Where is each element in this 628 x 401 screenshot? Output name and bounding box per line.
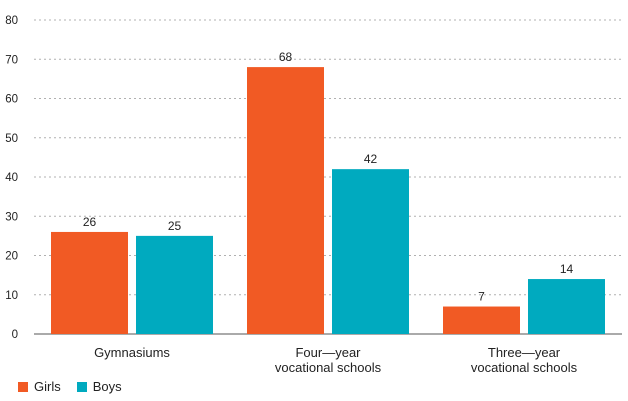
bar-girls (443, 306, 520, 334)
data-label: 14 (560, 262, 574, 276)
legend-label-boys: Boys (92, 379, 122, 394)
legend-swatch-boys (76, 381, 87, 392)
y-tick-label: 40 (5, 172, 18, 184)
legend-item-boys: Boys (76, 379, 122, 394)
bar-girls (247, 67, 324, 334)
y-tick-label: 0 (12, 329, 18, 341)
data-label: 25 (168, 219, 182, 233)
x-tick-label: Gymnasiums (94, 345, 170, 360)
bars (51, 67, 605, 334)
data-label: 42 (364, 152, 378, 166)
data-label: 7 (478, 290, 485, 304)
x-tick-label: vocational schools (275, 360, 382, 375)
data-label: 26 (83, 215, 97, 229)
legend-item-girls: Girls (18, 379, 61, 394)
y-tick-label: 50 (5, 133, 18, 145)
y-tick-label: 30 (5, 211, 18, 223)
x-tick-label: Three—year (488, 345, 561, 360)
y-tick-label: 70 (5, 54, 18, 66)
bar-girls (51, 231, 128, 334)
legend: Girls Boys (18, 379, 122, 394)
legend-label-girls: Girls (34, 379, 61, 394)
data-labels: 26 25 68 42 7 14 (83, 50, 574, 303)
data-label: 68 (279, 50, 293, 64)
y-tick-label: 10 (5, 290, 18, 302)
y-tick-label: 20 (5, 251, 18, 263)
legend-swatch-girls (18, 381, 28, 392)
bar-boys (332, 169, 409, 334)
bar-boys (136, 235, 213, 334)
x-tick-label: vocational schools (471, 360, 578, 375)
bar-boys (528, 279, 605, 334)
y-tick-label: 80 (5, 15, 18, 27)
x-tick-label: Four—year (295, 345, 361, 360)
y-tick-label: 60 (5, 94, 18, 106)
y-axis: 0 10 20 30 40 50 60 70 80 (5, 15, 18, 341)
grid-layer (34, 19, 622, 335)
